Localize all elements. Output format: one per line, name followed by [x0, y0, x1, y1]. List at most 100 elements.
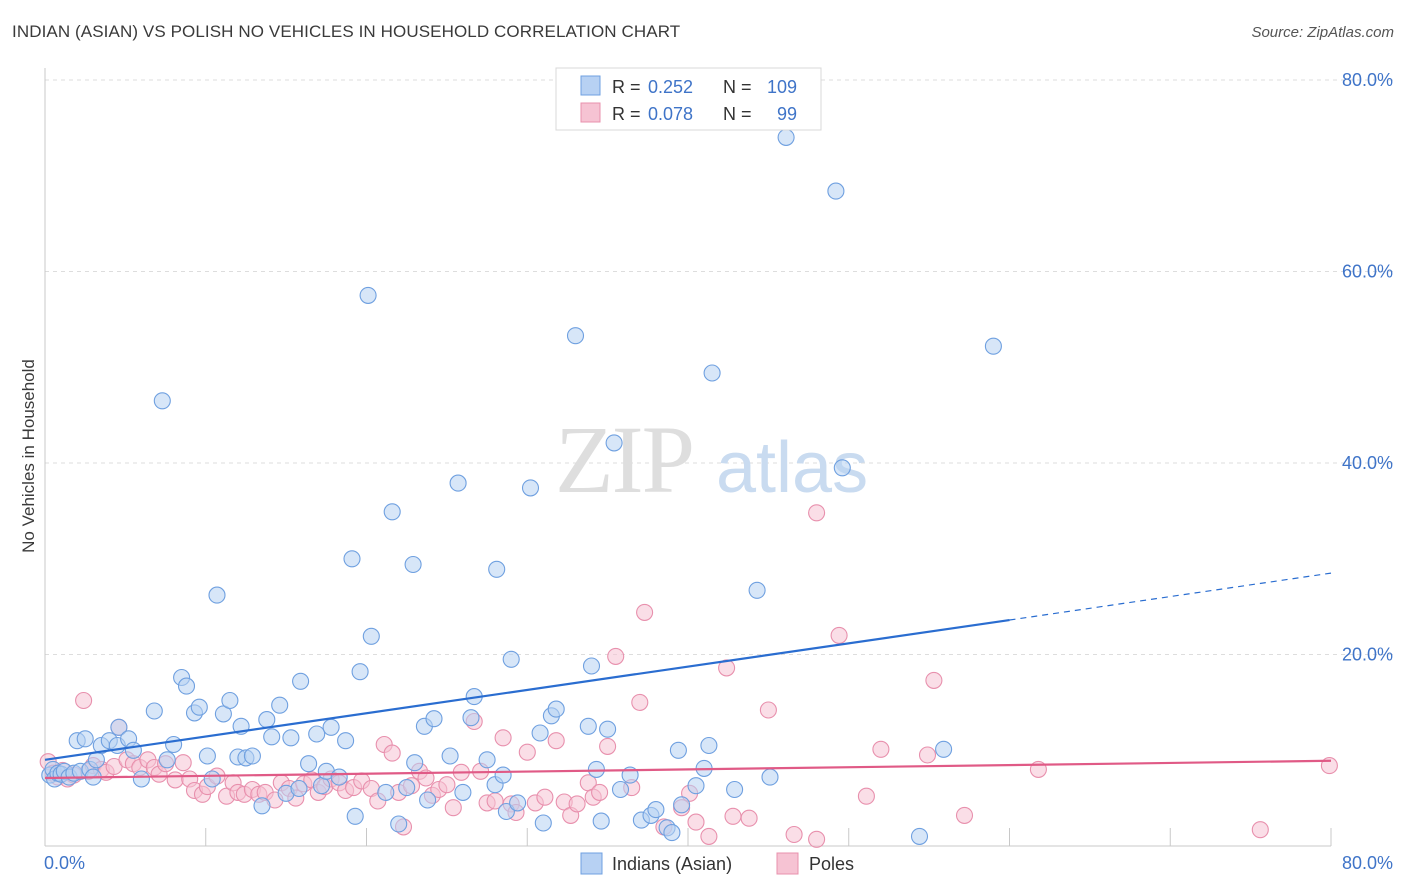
indians-point — [406, 754, 424, 772]
indians-point — [605, 434, 623, 452]
poles-point — [857, 787, 875, 805]
poles-point — [536, 788, 554, 806]
indians-point — [703, 364, 721, 382]
indians-point — [292, 672, 310, 690]
indians-point — [488, 560, 506, 578]
indians-point — [687, 777, 705, 795]
poles-point — [383, 744, 401, 762]
indians-point — [669, 741, 687, 759]
poles-point — [830, 626, 848, 644]
stats-swatch-indians — [580, 75, 601, 96]
indians-point — [478, 751, 496, 769]
x-axis-ticks — [205, 828, 1332, 846]
poles-point — [636, 603, 654, 621]
y-axis-label: No Vehicles in Household — [19, 359, 38, 553]
indians-point — [145, 702, 163, 720]
stats-legend: R = 0.252 N = 109 R = 0.078 N = 99 — [555, 67, 822, 131]
indians-point — [290, 779, 308, 798]
indians-point — [833, 459, 851, 477]
poles-point — [687, 813, 705, 831]
indians-point — [582, 657, 601, 675]
indians-point — [76, 730, 94, 748]
indians-point — [502, 650, 520, 668]
poles-point — [808, 504, 826, 522]
poles-point — [718, 659, 736, 677]
stats-r-value-poles: 0.078 — [648, 104, 693, 124]
indians-point — [935, 740, 953, 758]
poles-point — [75, 691, 93, 710]
indians-point — [308, 725, 326, 743]
indians-point — [330, 768, 348, 786]
indians-point — [110, 718, 128, 736]
y-tick-label: 40.0% — [1342, 453, 1393, 473]
indians-point — [534, 814, 552, 832]
indians-point — [198, 747, 216, 765]
poles-point — [785, 825, 803, 844]
stats-r-label-poles: R = — [612, 104, 641, 124]
poles-point — [591, 783, 609, 801]
indians-point — [271, 696, 289, 714]
indians-point — [449, 474, 467, 492]
poles-point — [599, 737, 617, 755]
x-tick-label-max: 80.0% — [1342, 853, 1393, 873]
indians-point — [425, 710, 443, 728]
indians-point — [592, 812, 610, 830]
indians-point — [531, 724, 549, 742]
indians-point — [761, 768, 779, 786]
legend-label-indians: Indians (Asian) — [612, 854, 732, 874]
stats-r-value-indians: 0.252 — [648, 77, 693, 97]
legend-swatch-indians — [580, 852, 603, 875]
x-tick-label-min: 0.0% — [44, 853, 85, 873]
indians-point — [726, 780, 744, 799]
stats-n-label-poles: N = — [723, 104, 752, 124]
trend-lines — [44, 572, 1332, 780]
indians-point — [984, 337, 1002, 355]
legend-label-poles: Poles — [809, 854, 854, 874]
poles-point — [724, 807, 742, 825]
indians-point — [263, 728, 281, 746]
indians-point — [351, 663, 369, 681]
indians-point — [587, 760, 605, 778]
indians-point — [300, 755, 318, 773]
y-tick-label: 60.0% — [1342, 262, 1393, 282]
indians-point — [673, 796, 691, 814]
indians-point — [777, 128, 795, 146]
y-tick-label: 80.0% — [1342, 70, 1393, 90]
indians-point — [547, 700, 565, 718]
poles-point — [518, 743, 536, 761]
poles-point — [759, 701, 777, 719]
poles-point — [438, 776, 456, 794]
poles-point — [568, 795, 586, 813]
indians-point — [177, 677, 196, 695]
indians-point — [153, 392, 171, 410]
poles-point — [740, 809, 758, 827]
indians-point — [454, 783, 472, 801]
indians-point — [132, 770, 150, 788]
indians-point — [190, 698, 208, 716]
poles-point — [444, 799, 462, 817]
chart-title: INDIAN (ASIAN) VS POLISH NO VEHICLES IN … — [12, 22, 681, 41]
stats-n-label-indians: N = — [723, 77, 752, 97]
poles-point — [607, 647, 625, 665]
indians-point — [346, 807, 364, 825]
poles-point — [547, 732, 565, 750]
poles-point — [166, 771, 184, 789]
series-indians-points — [41, 128, 1002, 845]
indians-point — [910, 827, 929, 845]
poles-point — [700, 827, 718, 845]
indians-point — [566, 327, 585, 345]
indians-point — [221, 691, 239, 710]
y-axis-tick-labels: 20.0% 40.0% 60.0% 80.0% — [1342, 70, 1393, 665]
poles-point — [631, 693, 649, 711]
stats-swatch-poles — [580, 102, 601, 123]
poles-point — [174, 754, 192, 772]
indians-point — [390, 815, 408, 833]
indians-point — [124, 741, 142, 759]
poles-point — [1251, 821, 1269, 839]
chart-source: Source: ZipAtlas.com — [1251, 24, 1394, 41]
stats-r-label-indians: R = — [612, 77, 641, 97]
stats-n-value-poles: 99 — [777, 104, 797, 124]
poles-trend-line — [44, 759, 1332, 780]
legend-swatch-poles — [776, 852, 799, 875]
